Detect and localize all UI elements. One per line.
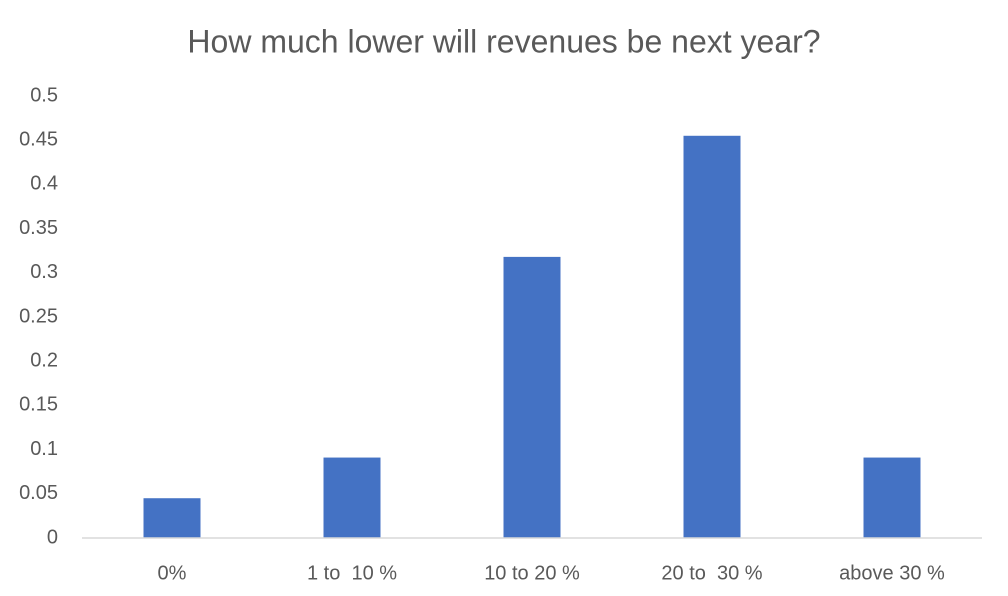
y-tick-label: 0.45 — [19, 128, 58, 150]
y-tick-label: 0 — [47, 526, 58, 548]
bar — [683, 135, 741, 538]
y-tick-label: 0.3 — [30, 261, 58, 283]
y-tick-label: 0.4 — [30, 173, 58, 195]
y-tick-label: 0.1 — [30, 438, 58, 460]
x-tick-label: 0% — [158, 562, 187, 584]
bar — [863, 457, 921, 538]
x-tick-label: 10 to 20 % — [484, 562, 580, 584]
y-tick-label: 0.15 — [19, 394, 58, 416]
bar — [143, 498, 201, 538]
bar — [323, 457, 381, 538]
x-tick-label: above 30 % — [839, 562, 945, 584]
y-tick-label: 0.25 — [19, 305, 58, 327]
y-tick-label: 0.2 — [30, 349, 58, 371]
chart-title: How much lower will revenues be next yea… — [187, 23, 820, 59]
bar — [503, 256, 561, 538]
y-tick-label: 0.05 — [19, 482, 58, 504]
x-tick-label: 20 to 30 % — [661, 562, 762, 584]
x-tick-label: 1 to 10 % — [307, 562, 397, 584]
y-tick-label: 0.35 — [19, 217, 58, 239]
y-tick-label: 0.5 — [30, 84, 58, 106]
